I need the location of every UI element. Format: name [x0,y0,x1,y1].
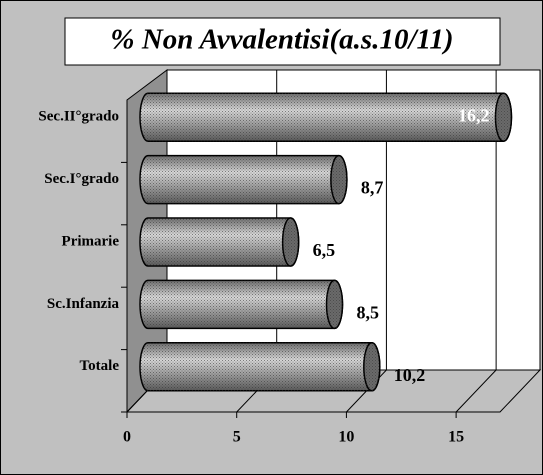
value-label: 10,2 [394,365,426,385]
value-label: 6,5 [313,240,336,260]
bar-cap-texture [495,93,512,142]
bar-cap-texture [326,280,343,329]
grid-line [455,369,497,413]
x-tick-label: 0 [123,429,131,446]
title-box [64,17,501,66]
bar-texture [140,280,343,329]
bar-texture [140,155,347,204]
bar-texture [140,93,512,142]
value-label: 8,7 [361,178,384,198]
x-tick-label: 10 [338,429,354,446]
value-label: 16,2 [458,105,490,125]
x-tick-label: 5 [233,429,241,446]
bar-cap-texture [330,155,347,204]
chart-title: % Non Avvalentisi(a.s.10/11) [110,24,453,56]
bar-cap-texture [282,218,299,266]
y-tick-label: Sc.Infanzia [47,296,120,312]
bar-texture [140,218,299,266]
y-tick-label: Totale [80,358,120,374]
x-tick-label: 15 [448,429,464,446]
y-tick-label: Sec.II°grado [38,109,119,125]
bar-cap-texture [363,342,380,391]
y-tick-label: Primarie [62,233,120,249]
value-label: 8,5 [357,303,380,323]
y-tick-label: Sec.I°grado [44,171,119,187]
bar-texture [140,342,380,391]
